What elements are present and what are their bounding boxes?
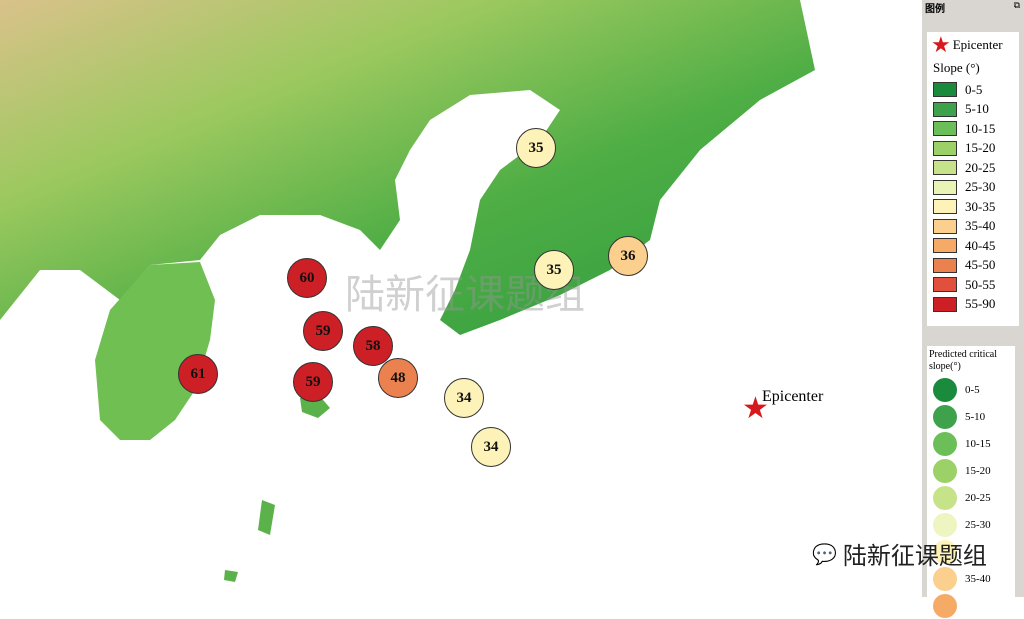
- star-icon: ★: [742, 392, 769, 425]
- slope-class-label: 50-55: [965, 276, 996, 292]
- slope-legend-item: 55-90: [927, 295, 1019, 315]
- swatch: [933, 140, 957, 156]
- critical-class-label: 10-15: [965, 437, 991, 450]
- slope-class-label: 25-30: [965, 179, 996, 195]
- swatch: [933, 160, 957, 176]
- critical-class-label: 35-40: [965, 572, 991, 585]
- slope-legend-item: 45-50: [927, 256, 1019, 276]
- swatch-circle: [933, 458, 957, 483]
- legend-panel-title: 图例: [925, 4, 945, 15]
- izu-peninsula: [95, 262, 215, 440]
- swatch: [933, 199, 957, 215]
- slope-legend-item: 40-45: [927, 236, 1019, 256]
- slope-class-label: 5-10: [965, 101, 989, 117]
- critical-legend-item: 0-5: [927, 376, 1015, 403]
- legend-epicenter-label: Epicenter: [952, 37, 1003, 52]
- swatch: [933, 238, 957, 254]
- critical-legend-item: 25-30: [927, 511, 1015, 538]
- slope-class-label: 35-40: [965, 218, 996, 234]
- restore-icon[interactable]: ⧉: [1013, 0, 1020, 10]
- swatch-circle: [933, 566, 957, 591]
- site-marker: 35: [516, 128, 556, 168]
- critical-legend-item: 5-10: [927, 403, 1015, 430]
- epicenter-label: Epicenter: [762, 388, 824, 405]
- slope-legend-title: Slope (°): [933, 60, 980, 75]
- site-marker: 59: [293, 362, 333, 402]
- wechat-label: 陆新征课题组: [842, 542, 987, 570]
- slope-legend-item: 25-30: [927, 178, 1019, 198]
- critical-legend-item: [927, 592, 1015, 619]
- slope-legend-item: 15-20: [927, 139, 1019, 159]
- slope-legend-item: 0-5: [927, 80, 1019, 100]
- site-marker: 61: [178, 354, 218, 394]
- site-marker: 60: [287, 258, 327, 298]
- slope-legend-item: 30-35: [927, 197, 1019, 217]
- site-marker: 59: [303, 311, 343, 351]
- epicenter-marker: ★ Epicenter: [742, 388, 823, 425]
- critical-legend-title: Predicted critical slope(°): [929, 349, 998, 372]
- swatch-circle: [933, 404, 957, 429]
- wechat-badge: 💬 陆新征课题组: [812, 536, 987, 571]
- small-island-2: [224, 570, 238, 582]
- swatch: [933, 218, 957, 234]
- slope-legend-item: 35-40: [927, 217, 1019, 237]
- swatch-circle: [933, 539, 957, 564]
- slope-class-label: 15-20: [965, 140, 996, 156]
- site-marker: 36: [608, 236, 648, 276]
- swatch: [933, 296, 957, 312]
- swatch: [933, 277, 957, 293]
- slope-class-label: 30-35: [965, 198, 996, 214]
- swatch-circle: [933, 431, 957, 456]
- slope-class-label: 10-15: [965, 120, 996, 136]
- star-icon: ★: [931, 32, 951, 57]
- swatch: [933, 257, 957, 273]
- critical-legend-item: 15-20: [927, 457, 1015, 484]
- swatch-circle: [933, 485, 957, 510]
- slope-class-label: 45-50: [965, 257, 996, 273]
- critical-legend-item: 10-15: [927, 430, 1015, 457]
- critical-legend-item: 20-25: [927, 484, 1015, 511]
- slope-legend-item: 5-10: [927, 100, 1019, 120]
- slope-legend-item: 10-15: [927, 119, 1019, 139]
- critical-class-label: 25-30: [965, 518, 991, 531]
- critical-class-label: 15-20: [965, 464, 991, 477]
- slope-class-label: 40-45: [965, 237, 996, 253]
- swatch: [933, 179, 957, 195]
- critical-legend-item: [927, 538, 1015, 565]
- swatch-circle: [933, 593, 957, 618]
- critical-class-label: 5-10: [965, 410, 986, 423]
- slope-class-label: 55-90: [965, 296, 996, 312]
- slope-class-label: 20-25: [965, 159, 996, 175]
- swatch-circle: [933, 377, 957, 402]
- slope-class-label: 0-5: [965, 81, 983, 97]
- site-marker: 48: [378, 358, 418, 398]
- critical-class-label: 0-5: [965, 383, 980, 396]
- legend-panel: 图例 ⧉ ★ Epicenter Slope (°) 0-5 5-10 10-15 1…: [922, 0, 1024, 618]
- swatch: [933, 82, 957, 98]
- site-marker: 35: [534, 250, 574, 290]
- site-marker: 58: [353, 326, 393, 366]
- site-marker: 34: [471, 427, 511, 467]
- swatch-circle: [933, 512, 957, 537]
- slope-legend: ★ Epicenter Slope (°) 0-5 5-10 10-15 15-20 2…: [927, 32, 1019, 326]
- slope-legend-item: 20-25: [927, 158, 1019, 178]
- small-island-1: [258, 500, 275, 535]
- critical-class-label: 20-25: [965, 491, 991, 504]
- critical-legend-item: 35-40: [927, 565, 1015, 592]
- wechat-icon: 💬: [812, 541, 837, 566]
- site-marker: 34: [444, 378, 484, 418]
- swatch: [933, 101, 957, 117]
- slope-legend-item: 50-55: [927, 275, 1019, 295]
- swatch: [933, 121, 957, 137]
